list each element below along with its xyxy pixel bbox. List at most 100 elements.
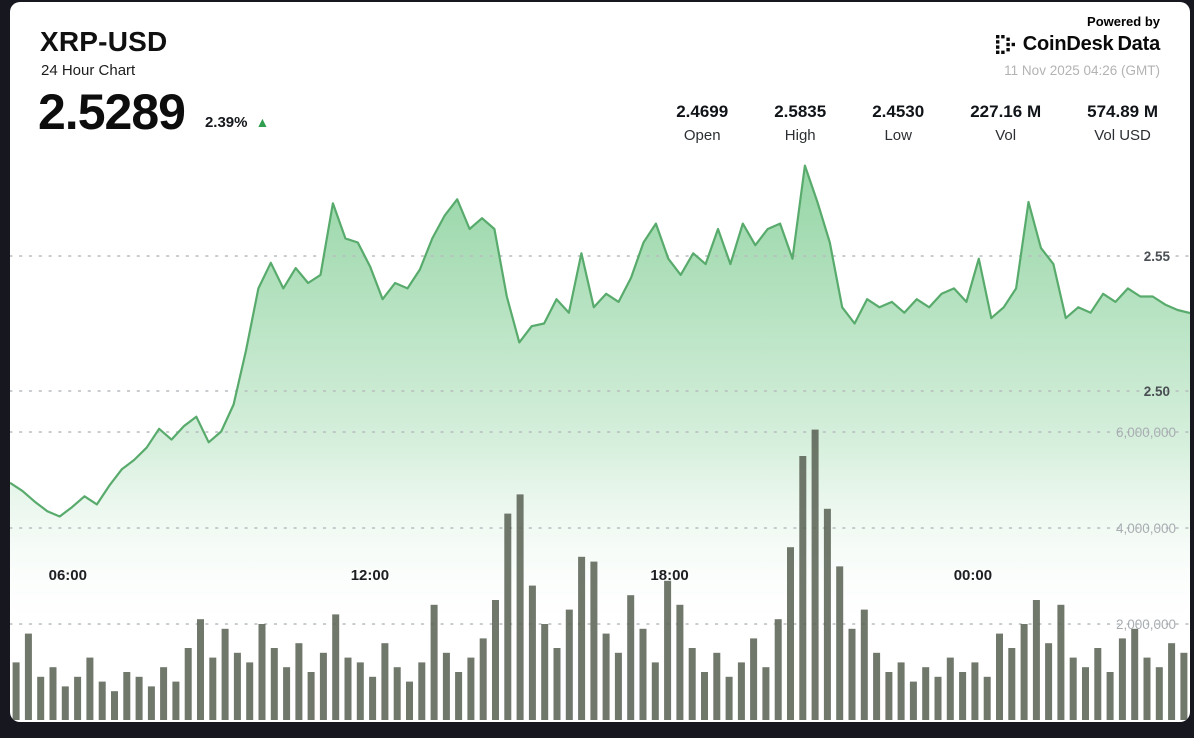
volume-bar xyxy=(983,676,991,720)
chart-card: 2.55 2.50 6,000,000 4,000,000 2,000,000 06:00… xyxy=(10,2,1190,722)
stat-open: 2.4699 Open xyxy=(676,102,728,144)
stat-volume-value: 227.16 M xyxy=(970,102,1042,121)
volume-bar xyxy=(516,494,524,720)
stat-open-value: 2.4699 xyxy=(676,102,729,121)
volume-bar xyxy=(664,580,672,720)
volume-bar xyxy=(393,667,401,720)
volume-bar xyxy=(639,628,647,720)
volume-bar xyxy=(1045,643,1053,720)
up-arrow-icon: ▲ xyxy=(255,114,270,130)
stat-volume-usd: 574.89 M Vol USD xyxy=(1087,102,1158,144)
stat-open-label: Open xyxy=(683,127,721,144)
volume-bar xyxy=(860,609,868,720)
volume-bar xyxy=(270,648,278,720)
stat-volume-usd-label: Vol USD xyxy=(1094,127,1151,144)
price-chart-svg[interactable]: 2.55 2.50 6,000,000 4,000,000 2,000,000 06:00… xyxy=(10,2,1190,720)
price-area xyxy=(10,165,1190,720)
volume-bar xyxy=(750,638,758,720)
stats-row: 2.4699 Open 2.5835 High 2.4530 Low 227.1… xyxy=(676,102,1158,144)
volume-bar xyxy=(541,624,549,720)
volume-bar xyxy=(111,691,118,720)
volume-bar xyxy=(774,619,782,720)
volume-bar xyxy=(319,652,327,720)
volume-bar xyxy=(209,657,217,720)
stat-volume-usd-value: 574.89 M xyxy=(1087,102,1158,121)
stat-low-label: Low xyxy=(884,127,912,144)
volume-bar xyxy=(221,628,229,720)
volume-bar xyxy=(836,566,844,720)
time-axis-label: 18:00 xyxy=(650,567,688,584)
volume-bar xyxy=(295,643,303,720)
volume-axis-label: 6,000,000 xyxy=(1116,425,1176,440)
stat-volume-label: Vol xyxy=(995,127,1017,144)
volume-bar xyxy=(98,681,106,720)
volume-axis-label: 4,000,000 xyxy=(1116,521,1176,536)
volume-bar xyxy=(787,547,794,720)
time-axis-label: 12:00 xyxy=(351,567,389,584)
volume-bar xyxy=(934,676,942,720)
volume-bar xyxy=(455,672,463,720)
volume-bar xyxy=(1008,648,1016,720)
coindesk-wordmark-secondary: Data xyxy=(1117,33,1160,55)
volume-bar xyxy=(147,686,155,720)
stat-volume: 227.16 M Vol xyxy=(970,102,1041,144)
volume-bar xyxy=(909,681,917,720)
volume-bar xyxy=(184,648,192,720)
price-change-percent: 2.39% xyxy=(204,113,248,131)
volume-bar xyxy=(283,667,291,720)
volume-bar xyxy=(922,667,930,720)
volume-bar xyxy=(811,429,819,720)
time-axis-label: 06:00 xyxy=(49,567,87,584)
volume-bar xyxy=(381,643,389,720)
volume-bar xyxy=(602,633,610,720)
volume-bar xyxy=(479,638,487,720)
volume-bar xyxy=(799,456,807,720)
volume-bar xyxy=(946,657,954,720)
stat-high-label: High xyxy=(784,127,816,144)
stat-low-value: 2.4530 xyxy=(872,102,925,121)
volume-bar xyxy=(197,619,204,720)
volume-bar xyxy=(590,561,598,720)
volume-bar xyxy=(578,556,586,720)
stat-low: 2.4530 Low xyxy=(872,102,924,144)
volume-bar xyxy=(12,662,20,720)
volume-bar xyxy=(885,672,893,720)
volume-bar xyxy=(123,672,131,720)
volume-bar xyxy=(565,609,573,720)
volume-bar xyxy=(1032,600,1040,720)
volume-bar xyxy=(1106,672,1114,720)
volume-bar xyxy=(37,676,45,720)
volume-bar xyxy=(1143,657,1151,720)
volume-bar xyxy=(959,672,967,720)
price-axis-label: 2.55 xyxy=(1144,249,1171,264)
volume-bar xyxy=(332,614,340,720)
volume-bar xyxy=(160,667,168,720)
time-axis-label: 00:00 xyxy=(954,567,992,584)
volume-bar xyxy=(49,667,57,720)
volume-bar xyxy=(492,600,499,720)
volume-bar xyxy=(1155,667,1163,720)
volume-bar xyxy=(897,662,905,720)
volume-bar xyxy=(1094,648,1102,720)
pair-title: XRP-USD xyxy=(40,26,168,57)
volume-bar xyxy=(1131,628,1139,720)
volume-bar xyxy=(24,633,32,720)
volume-bar xyxy=(1020,624,1028,720)
volume-bar xyxy=(1057,604,1065,720)
volume-bar xyxy=(553,648,561,720)
volume-bar xyxy=(86,657,94,720)
volume-bar xyxy=(725,676,733,720)
volume-bar xyxy=(737,662,745,720)
coindesk-logo-icon xyxy=(995,34,1015,54)
volume-bar xyxy=(848,628,856,720)
volume-bar xyxy=(1168,643,1176,720)
volume-bar xyxy=(873,652,881,720)
volume-bar xyxy=(823,508,831,720)
volume-bar xyxy=(246,662,254,720)
price-line xyxy=(10,164,1190,518)
stat-high: 2.5835 High xyxy=(774,102,826,144)
volume-bar xyxy=(713,652,721,720)
volume-bar xyxy=(627,595,635,720)
volume-bar xyxy=(504,513,512,720)
volume-bar xyxy=(258,624,266,720)
